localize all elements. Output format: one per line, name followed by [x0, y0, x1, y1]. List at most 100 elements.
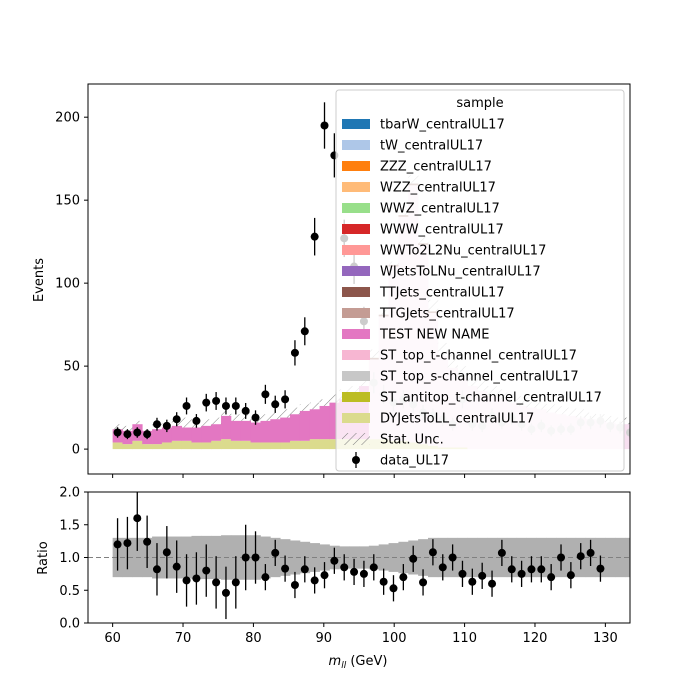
bar-dyjets: [280, 442, 291, 450]
data-point: [320, 121, 329, 130]
xlabel-unit: (GeV): [346, 654, 387, 669]
stat-unc-hatch: [181, 417, 192, 428]
ratio-point: [596, 564, 605, 573]
ratio-y-tick-label: 1.0: [59, 551, 80, 566]
bar-dyjets: [329, 439, 340, 450]
ratio-point: [281, 564, 290, 573]
bar-test-new-name: [635, 426, 645, 449]
bar-test-new-name: [280, 417, 291, 443]
legend-label: tW_centralUL17: [380, 139, 483, 154]
ratio-point: [438, 563, 447, 572]
stat-unc-hatch: [309, 402, 320, 410]
data-point: [231, 401, 240, 410]
bar-dyjets: [112, 442, 123, 450]
ratio-point: [271, 548, 280, 557]
stat-unc-hatch: [211, 417, 222, 425]
bar-dyjets: [211, 440, 222, 450]
stat-unc-hatch: [260, 414, 271, 421]
ratio-point: [448, 553, 457, 562]
bar-test-new-name: [240, 420, 251, 441]
legend-label: Stat. Unc.: [380, 433, 444, 448]
legend-label: WJetsToLNu_centralUL17: [380, 265, 541, 280]
bar-test-new-name: [270, 419, 281, 443]
ratio-point: [251, 553, 260, 562]
ratio-point: [428, 548, 437, 557]
stat-unc-hatch: [201, 419, 212, 426]
data-point: [271, 400, 280, 409]
bar-test-new-name: [211, 424, 222, 441]
ratio-band-bin: [457, 537, 468, 578]
ratio-point: [537, 565, 546, 574]
legend-swatch: [342, 119, 370, 129]
ratio-point: [379, 577, 388, 586]
legend-label: ST_top_s-channel_centralUL17: [380, 370, 579, 385]
ratio-point: [300, 565, 309, 574]
ratio-point: [152, 565, 161, 574]
bar-dyjets: [270, 442, 281, 450]
legend-label: TTGJets_centralUL17: [379, 307, 515, 322]
data-point: [143, 430, 152, 439]
legend-swatch: [342, 329, 370, 339]
main-y-axis-label: Events: [32, 258, 47, 302]
ratio-point: [202, 566, 211, 575]
stat-unc-hatch: [132, 420, 143, 425]
ratio-y-tick-label: 0.5: [59, 584, 80, 599]
main-y-axis-ticks: 0 50 100 150 200: [55, 111, 88, 458]
legend-swatch: [342, 245, 370, 255]
ratio-y-tick-label: 1.5: [59, 518, 80, 533]
bar-dyjets: [299, 440, 311, 450]
ratio-band-bin: [635, 538, 645, 577]
bar-dyjets: [161, 442, 173, 450]
ratio-y-axis-ticks: 0.0 0.5 1.0 1.5 2.0: [59, 486, 88, 632]
ratio-point: [507, 565, 516, 574]
y-tick-label: 0: [72, 443, 80, 458]
legend-swatch-hatch: [342, 433, 370, 445]
legend-swatch: [342, 413, 370, 423]
bar-test-new-name: [260, 420, 271, 443]
bar-dyjets: [171, 440, 183, 450]
ratio-point: [419, 578, 428, 587]
legend-swatch: [342, 350, 370, 360]
legend-label: ST_top_t-channel_centralUL17: [380, 349, 577, 364]
stat-unc-hatch: [230, 414, 242, 421]
ratio-y-tick-label: 2.0: [59, 486, 80, 501]
ratio-band-bin: [378, 544, 389, 571]
legend-label: WZZ_centralUL17: [380, 181, 496, 196]
bar-dyjets: [319, 439, 330, 450]
bar-test-new-name: [290, 414, 301, 441]
bar-dyjets: [309, 439, 320, 450]
legend-swatch: [342, 287, 370, 297]
ratio-point: [497, 548, 506, 557]
ratio-point: [557, 553, 566, 562]
data-point: [212, 396, 221, 405]
bar-dyjets: [142, 444, 153, 450]
ratio-point: [468, 577, 477, 586]
ratio-point: [359, 569, 368, 578]
legend-label: data_UL17: [380, 454, 449, 469]
ratio-point: [369, 563, 378, 572]
ratio-point: [143, 537, 152, 546]
bar-dyjets: [122, 444, 133, 450]
ratio-point: [320, 571, 329, 580]
bar-test-new-name: [191, 427, 202, 443]
ratio-band-bin: [546, 537, 557, 578]
ratio-y-axis-label: Ratio: [36, 541, 51, 574]
ratio-x-tick-label: 80: [245, 631, 262, 646]
ratio-point: [458, 569, 467, 578]
legend-label: ST_antitop_t-channel_centralUL17: [380, 391, 602, 406]
legend-label: tbarW_centralUL17: [380, 118, 505, 133]
legend-label: DYJetsToLL_centralUL17: [380, 412, 534, 427]
stat-unc-hatch: [635, 419, 645, 426]
ratio-band-bin: [418, 539, 429, 576]
bar-test-new-name: [299, 410, 311, 441]
bar-dyjets: [221, 439, 232, 450]
ratio-point: [123, 539, 132, 548]
bar-dyjets: [132, 440, 143, 450]
legend-label: WWZ_centralUL17: [380, 202, 500, 217]
stat-unc-hatch: [299, 404, 311, 411]
ratio-point: [576, 552, 585, 561]
ratio-point: [231, 578, 240, 587]
ratio-point: [527, 565, 536, 574]
legend-swatch: [342, 392, 370, 402]
ratio-y-tick-label: 0.0: [59, 617, 80, 632]
